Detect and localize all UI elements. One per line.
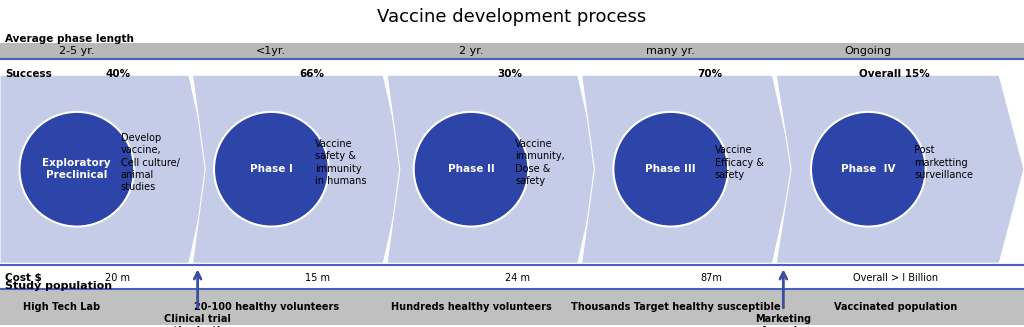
- Bar: [0, 43, 1024, 59]
- Text: Phase  IV: Phase IV: [841, 164, 896, 174]
- Polygon shape: [387, 75, 599, 263]
- Text: Success: Success: [5, 69, 52, 79]
- Text: Exploratory
Preclinical: Exploratory Preclinical: [42, 158, 112, 181]
- Text: 2 yr.: 2 yr.: [459, 46, 483, 56]
- Text: Average phase length: Average phase length: [5, 34, 134, 44]
- Ellipse shape: [19, 112, 134, 227]
- Text: Vaccine development process: Vaccine development process: [378, 8, 646, 26]
- Text: Phase I: Phase I: [250, 164, 293, 174]
- Text: Overall 15%: Overall 15%: [858, 69, 930, 79]
- Text: Hundreds healthy volunteers: Hundreds healthy volunteers: [391, 302, 551, 312]
- Text: Develop
vaccine,
Cell culture/
animal
studies: Develop vaccine, Cell culture/ animal st…: [121, 133, 179, 193]
- Ellipse shape: [214, 112, 329, 227]
- Polygon shape: [193, 75, 404, 263]
- Ellipse shape: [811, 112, 926, 227]
- Text: Vaccine
immunity,
Dose &
safety: Vaccine immunity, Dose & safety: [515, 139, 565, 186]
- Text: Study population: Study population: [5, 281, 113, 291]
- Text: 70%: 70%: [697, 69, 722, 79]
- Text: Marketing
of vaccine: Marketing of vaccine: [756, 314, 811, 327]
- Text: <1yr.: <1yr.: [256, 46, 287, 56]
- Bar: [0, 289, 1024, 325]
- Text: Vaccinated population: Vaccinated population: [835, 302, 957, 312]
- Text: Clinical trial
authorization: Clinical trial authorization: [161, 314, 234, 327]
- Text: 2-5 yr.: 2-5 yr.: [59, 46, 94, 56]
- Text: Vaccine
Efficacy &
safety: Vaccine Efficacy & safety: [715, 145, 764, 180]
- Text: High Tech Lab: High Tech Lab: [23, 302, 100, 312]
- Polygon shape: [776, 75, 1024, 263]
- Ellipse shape: [613, 112, 728, 227]
- Text: 15 m: 15 m: [305, 273, 330, 283]
- Text: Cost $: Cost $: [5, 273, 42, 283]
- Text: 24 m: 24 m: [505, 273, 529, 283]
- Text: 66%: 66%: [300, 69, 325, 79]
- Text: 20-100 healthy volunteers: 20-100 healthy volunteers: [194, 302, 339, 312]
- Polygon shape: [0, 75, 210, 263]
- Text: Phase III: Phase III: [645, 164, 696, 174]
- Text: Vaccine
safety &
immunity
in humans: Vaccine safety & immunity in humans: [315, 139, 367, 186]
- Ellipse shape: [414, 112, 528, 227]
- Text: Overall > I Billion: Overall > I Billion: [853, 273, 939, 283]
- Text: Post
marketting
surveillance: Post marketting surveillance: [914, 145, 974, 180]
- Text: many yr.: many yr.: [646, 46, 695, 56]
- Text: Phase II: Phase II: [447, 164, 495, 174]
- Text: 40%: 40%: [105, 69, 130, 79]
- Polygon shape: [582, 75, 794, 263]
- Text: 87m: 87m: [700, 273, 723, 283]
- Text: 20 m: 20 m: [105, 273, 130, 283]
- Text: Thousands Target healthy susceptible: Thousands Target healthy susceptible: [571, 302, 780, 312]
- Text: 30%: 30%: [498, 69, 522, 79]
- Text: Ongoing: Ongoing: [845, 46, 892, 56]
